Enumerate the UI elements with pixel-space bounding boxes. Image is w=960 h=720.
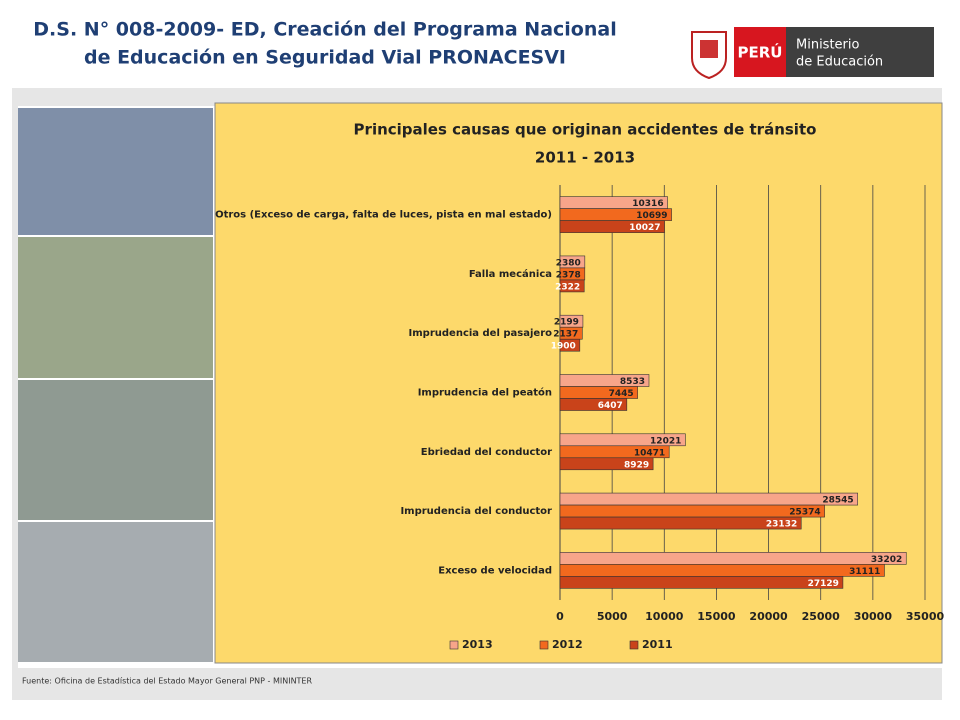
value-label: 2199 <box>554 318 579 328</box>
slide-title: de Educación en Seguridad Vial PRONACESV… <box>84 47 566 69</box>
legend-label: 2011 <box>642 638 673 651</box>
value-label: 12021 <box>650 436 681 446</box>
logo: PERÚ Ministerio de Educación <box>691 27 934 80</box>
value-label: 27129 <box>808 579 839 589</box>
legend-label: 2013 <box>462 638 493 651</box>
value-label: 6407 <box>598 401 623 411</box>
value-label: 28545 <box>822 496 853 506</box>
source-note: Fuente: Oficina de Estadística del Estad… <box>22 677 312 686</box>
value-label: 10027 <box>629 223 660 233</box>
bar <box>559 457 654 471</box>
bar <box>559 516 802 530</box>
chart-title: Principales causas que originan accident… <box>354 121 817 139</box>
y-tick-label: Otros (Exceso de carga, falta de luces, … <box>215 210 552 221</box>
legend-label: 2012 <box>552 638 583 651</box>
x-tick-label: 30000 <box>854 610 893 623</box>
value-label: 2378 <box>556 270 581 280</box>
value-label: 8533 <box>620 377 645 387</box>
logo-text: PERÚ <box>738 43 783 62</box>
value-label: 2380 <box>556 258 581 268</box>
value-label: 7445 <box>609 389 634 399</box>
logo-text: de Educación <box>796 55 883 70</box>
y-tick-label: Imprudencia del peatón <box>418 387 552 399</box>
value-label: 2137 <box>553 330 578 340</box>
logo-box <box>734 27 786 77</box>
bar <box>559 220 665 233</box>
y-tick-label: Exceso de velocidad <box>438 565 552 576</box>
y-tick-label: Imprudencia del pasajero <box>409 328 553 339</box>
bar <box>559 504 825 518</box>
x-tick-label: 25000 <box>802 610 841 623</box>
value-label: 10471 <box>634 448 665 458</box>
x-tick-label: 15000 <box>697 610 736 623</box>
bar <box>559 279 585 293</box>
x-tick-label: 20000 <box>749 610 788 623</box>
bar <box>559 564 885 577</box>
value-label: 23132 <box>766 520 797 530</box>
y-tick-label: Falla mecánica <box>469 268 552 280</box>
legend-swatch <box>449 640 459 650</box>
bar <box>559 338 581 352</box>
x-tick-label: 0 <box>556 610 564 623</box>
y-tick-label: Imprudencia del conductor <box>400 506 552 517</box>
chart-subtitle: 2011 - 2013 <box>535 149 635 167</box>
value-label: 10316 <box>632 199 663 209</box>
logo-box <box>786 27 934 77</box>
photo <box>18 380 213 520</box>
legend-swatch <box>539 640 549 650</box>
value-label: 8929 <box>624 460 649 470</box>
logo-text: Ministerio <box>796 38 860 53</box>
bar <box>559 398 628 411</box>
value-label: 31111 <box>849 567 880 577</box>
value-label: 10699 <box>636 211 667 221</box>
bar <box>559 576 844 589</box>
value-label: 2322 <box>555 282 580 292</box>
value-label: 1900 <box>551 342 576 352</box>
x-tick-label: 35000 <box>906 610 945 623</box>
bar <box>559 552 907 565</box>
emblem <box>700 40 718 58</box>
x-tick-label: 5000 <box>597 610 628 623</box>
y-tick-label: Ebriedad del conductor <box>421 447 552 458</box>
value-label: 25374 <box>789 508 820 518</box>
value-label: 33202 <box>871 555 902 565</box>
slide-title: D.S. N° 008-2009- ED, Creación del Progr… <box>33 19 616 41</box>
photo <box>18 522 213 662</box>
legend-swatch <box>629 640 639 650</box>
photo <box>18 237 213 378</box>
x-tick-label: 10000 <box>645 610 684 623</box>
bar <box>559 492 858 506</box>
photo <box>18 108 213 235</box>
